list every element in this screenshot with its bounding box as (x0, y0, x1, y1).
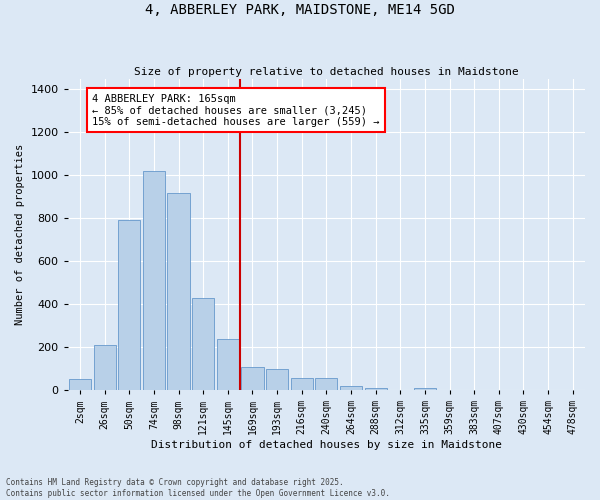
Bar (143, 171, 165, 390)
X-axis label: Distribution of detached houses by size in Maidstone: Distribution of detached houses by size … (151, 440, 502, 450)
Text: 4, ABBERLEY PARK, MAIDSTONE, ME14 5GD: 4, ABBERLEY PARK, MAIDSTONE, ME14 5GD (145, 2, 455, 16)
Bar (69, 380, 91, 390)
Bar (217, 338, 239, 390)
Bar (340, 386, 362, 390)
Text: 4 ABBERLEY PARK: 165sqm
← 85% of detached houses are smaller (3,245)
15% of semi: 4 ABBERLEY PARK: 165sqm ← 85% of detache… (92, 94, 380, 127)
Bar (414, 388, 436, 390)
Bar (290, 378, 313, 390)
Bar (167, 192, 190, 390)
Title: Size of property relative to detached houses in Maidstone: Size of property relative to detached ho… (134, 66, 519, 76)
Bar (118, 220, 140, 390)
Bar (94, 345, 116, 390)
Bar (315, 378, 337, 390)
Bar (365, 388, 387, 390)
Bar (241, 366, 263, 390)
Bar (266, 368, 288, 390)
Bar (192, 298, 214, 390)
Y-axis label: Number of detached properties: Number of detached properties (15, 144, 25, 325)
Text: Contains HM Land Registry data © Crown copyright and database right 2025.
Contai: Contains HM Land Registry data © Crown c… (6, 478, 390, 498)
